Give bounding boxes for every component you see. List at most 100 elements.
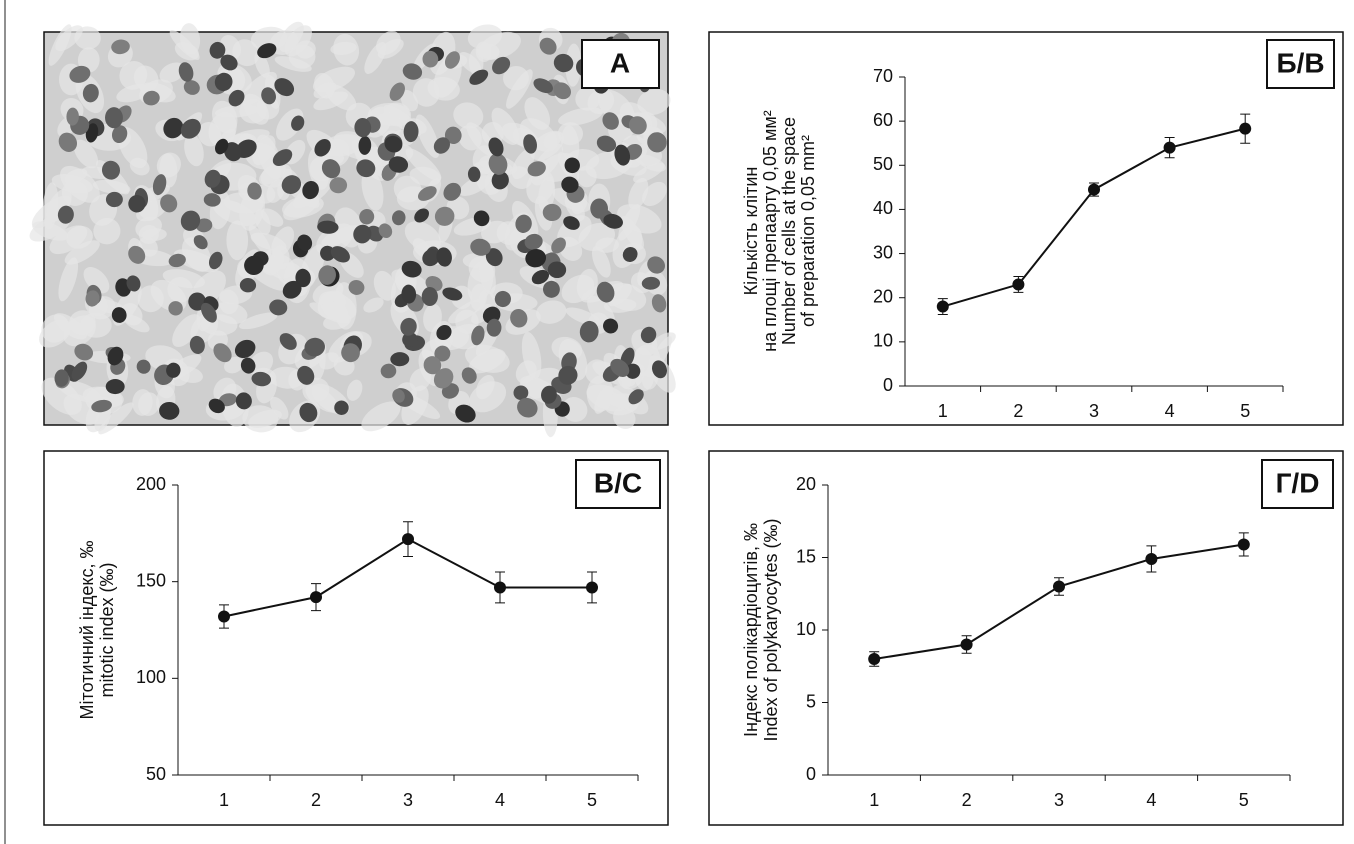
cell-nucleus [261, 87, 276, 105]
y-tick-label: 10 [796, 619, 816, 639]
cell-body [305, 385, 339, 413]
cell-nucleus [85, 123, 99, 143]
cell-nucleus [354, 117, 372, 138]
cell-nucleus [547, 261, 567, 279]
cell-nucleus [334, 400, 349, 415]
cell-nucleus [279, 333, 297, 350]
cell-nucleus [200, 302, 217, 323]
cell-body [73, 139, 99, 169]
cell-body [562, 397, 588, 422]
cell-nucleus [421, 286, 438, 307]
cell-nucleus [244, 255, 264, 276]
cell-nucleus [524, 233, 543, 250]
cell-nucleus [515, 214, 532, 233]
y-tick-label: 70 [873, 66, 893, 86]
cell-nucleus [178, 62, 194, 82]
cell-body [458, 52, 482, 74]
data-point [1239, 122, 1252, 135]
cell-nucleus [193, 235, 208, 250]
cell-nucleus [341, 343, 360, 363]
panel-frame [708, 450, 1344, 826]
cell-nucleus [596, 281, 615, 303]
cell-nucleus [213, 343, 232, 363]
cell-body [412, 78, 440, 107]
cell-nucleus [274, 78, 295, 97]
cell-nucleus [641, 276, 661, 290]
data-point [310, 591, 322, 604]
cell-nucleus [299, 402, 318, 423]
cell-body [467, 24, 503, 49]
cell-nucleus [517, 397, 538, 418]
cell-body [174, 41, 199, 61]
y-axis-label: Number of cells at the space [779, 117, 799, 345]
cell-nucleus [434, 345, 451, 362]
x-tick-label: 2 [1013, 401, 1023, 421]
cell-nucleus [204, 169, 221, 188]
cell-nucleus [513, 385, 529, 400]
panel-label: А [610, 47, 630, 78]
x-tick-label: 1 [869, 790, 879, 810]
cell-body [400, 90, 419, 112]
cell-nucleus [272, 149, 293, 167]
cell-nucleus [291, 115, 305, 131]
cell-nucleus [614, 144, 631, 166]
cell-nucleus [69, 65, 91, 83]
cell-nucleus [510, 308, 528, 328]
cell-nucleus [401, 284, 417, 304]
cell-nucleus [628, 116, 647, 135]
cell-nucleus [558, 365, 578, 385]
y-axis-label: of preparation 0,05 mm² [798, 135, 818, 327]
cell-nucleus [392, 388, 405, 403]
cell-body [565, 43, 582, 87]
cell-nucleus [436, 247, 452, 267]
panel-label-box [1261, 459, 1334, 509]
cell-nucleus [269, 299, 288, 316]
cell-nucleus [491, 171, 509, 190]
cell-nucleus [224, 142, 242, 162]
cell-nucleus [314, 139, 331, 157]
cell-nucleus [74, 343, 94, 361]
y-tick-label: 15 [796, 546, 816, 566]
cell-body [295, 40, 316, 59]
cell-body [470, 283, 488, 311]
cell-nucleus [422, 50, 439, 68]
cell-body [405, 148, 442, 181]
cell-nucleus [471, 325, 485, 346]
cell-nucleus [603, 213, 623, 229]
cell-body [628, 177, 649, 210]
cell-nucleus [71, 361, 88, 381]
cell-body [252, 135, 276, 166]
cell-nucleus [380, 363, 397, 379]
cell-body [632, 347, 655, 391]
cell-nucleus [473, 210, 490, 227]
cell-nucleus [152, 174, 167, 196]
cell-nucleus [628, 389, 644, 405]
cell-body [466, 122, 496, 157]
cell-nucleus [105, 191, 123, 208]
x-tick-label: 1 [938, 401, 948, 421]
cell-nucleus [542, 280, 560, 298]
cell-body [565, 307, 602, 326]
cell-nucleus [422, 249, 440, 267]
data-point [868, 653, 881, 665]
cell-body [270, 396, 289, 420]
cell-nucleus [533, 78, 553, 94]
x-tick-label: 3 [403, 790, 413, 810]
cell-body [41, 314, 70, 343]
data-point [960, 638, 973, 651]
cell-nucleus [111, 125, 128, 144]
cell-nucleus [564, 157, 580, 174]
cell-body [557, 122, 584, 146]
cell-body [391, 269, 433, 298]
cell-nucleus [414, 208, 429, 223]
cell-body [491, 107, 520, 145]
cell-nucleus [111, 39, 130, 55]
cell-nucleus [563, 216, 580, 230]
cell-nucleus [163, 117, 184, 139]
cell-body [156, 152, 181, 178]
cell-body [538, 176, 556, 213]
y-tick-label: 50 [873, 154, 893, 174]
cell-nucleus [235, 392, 252, 410]
cell-nucleus [390, 352, 410, 367]
cell-nucleus [384, 135, 403, 153]
